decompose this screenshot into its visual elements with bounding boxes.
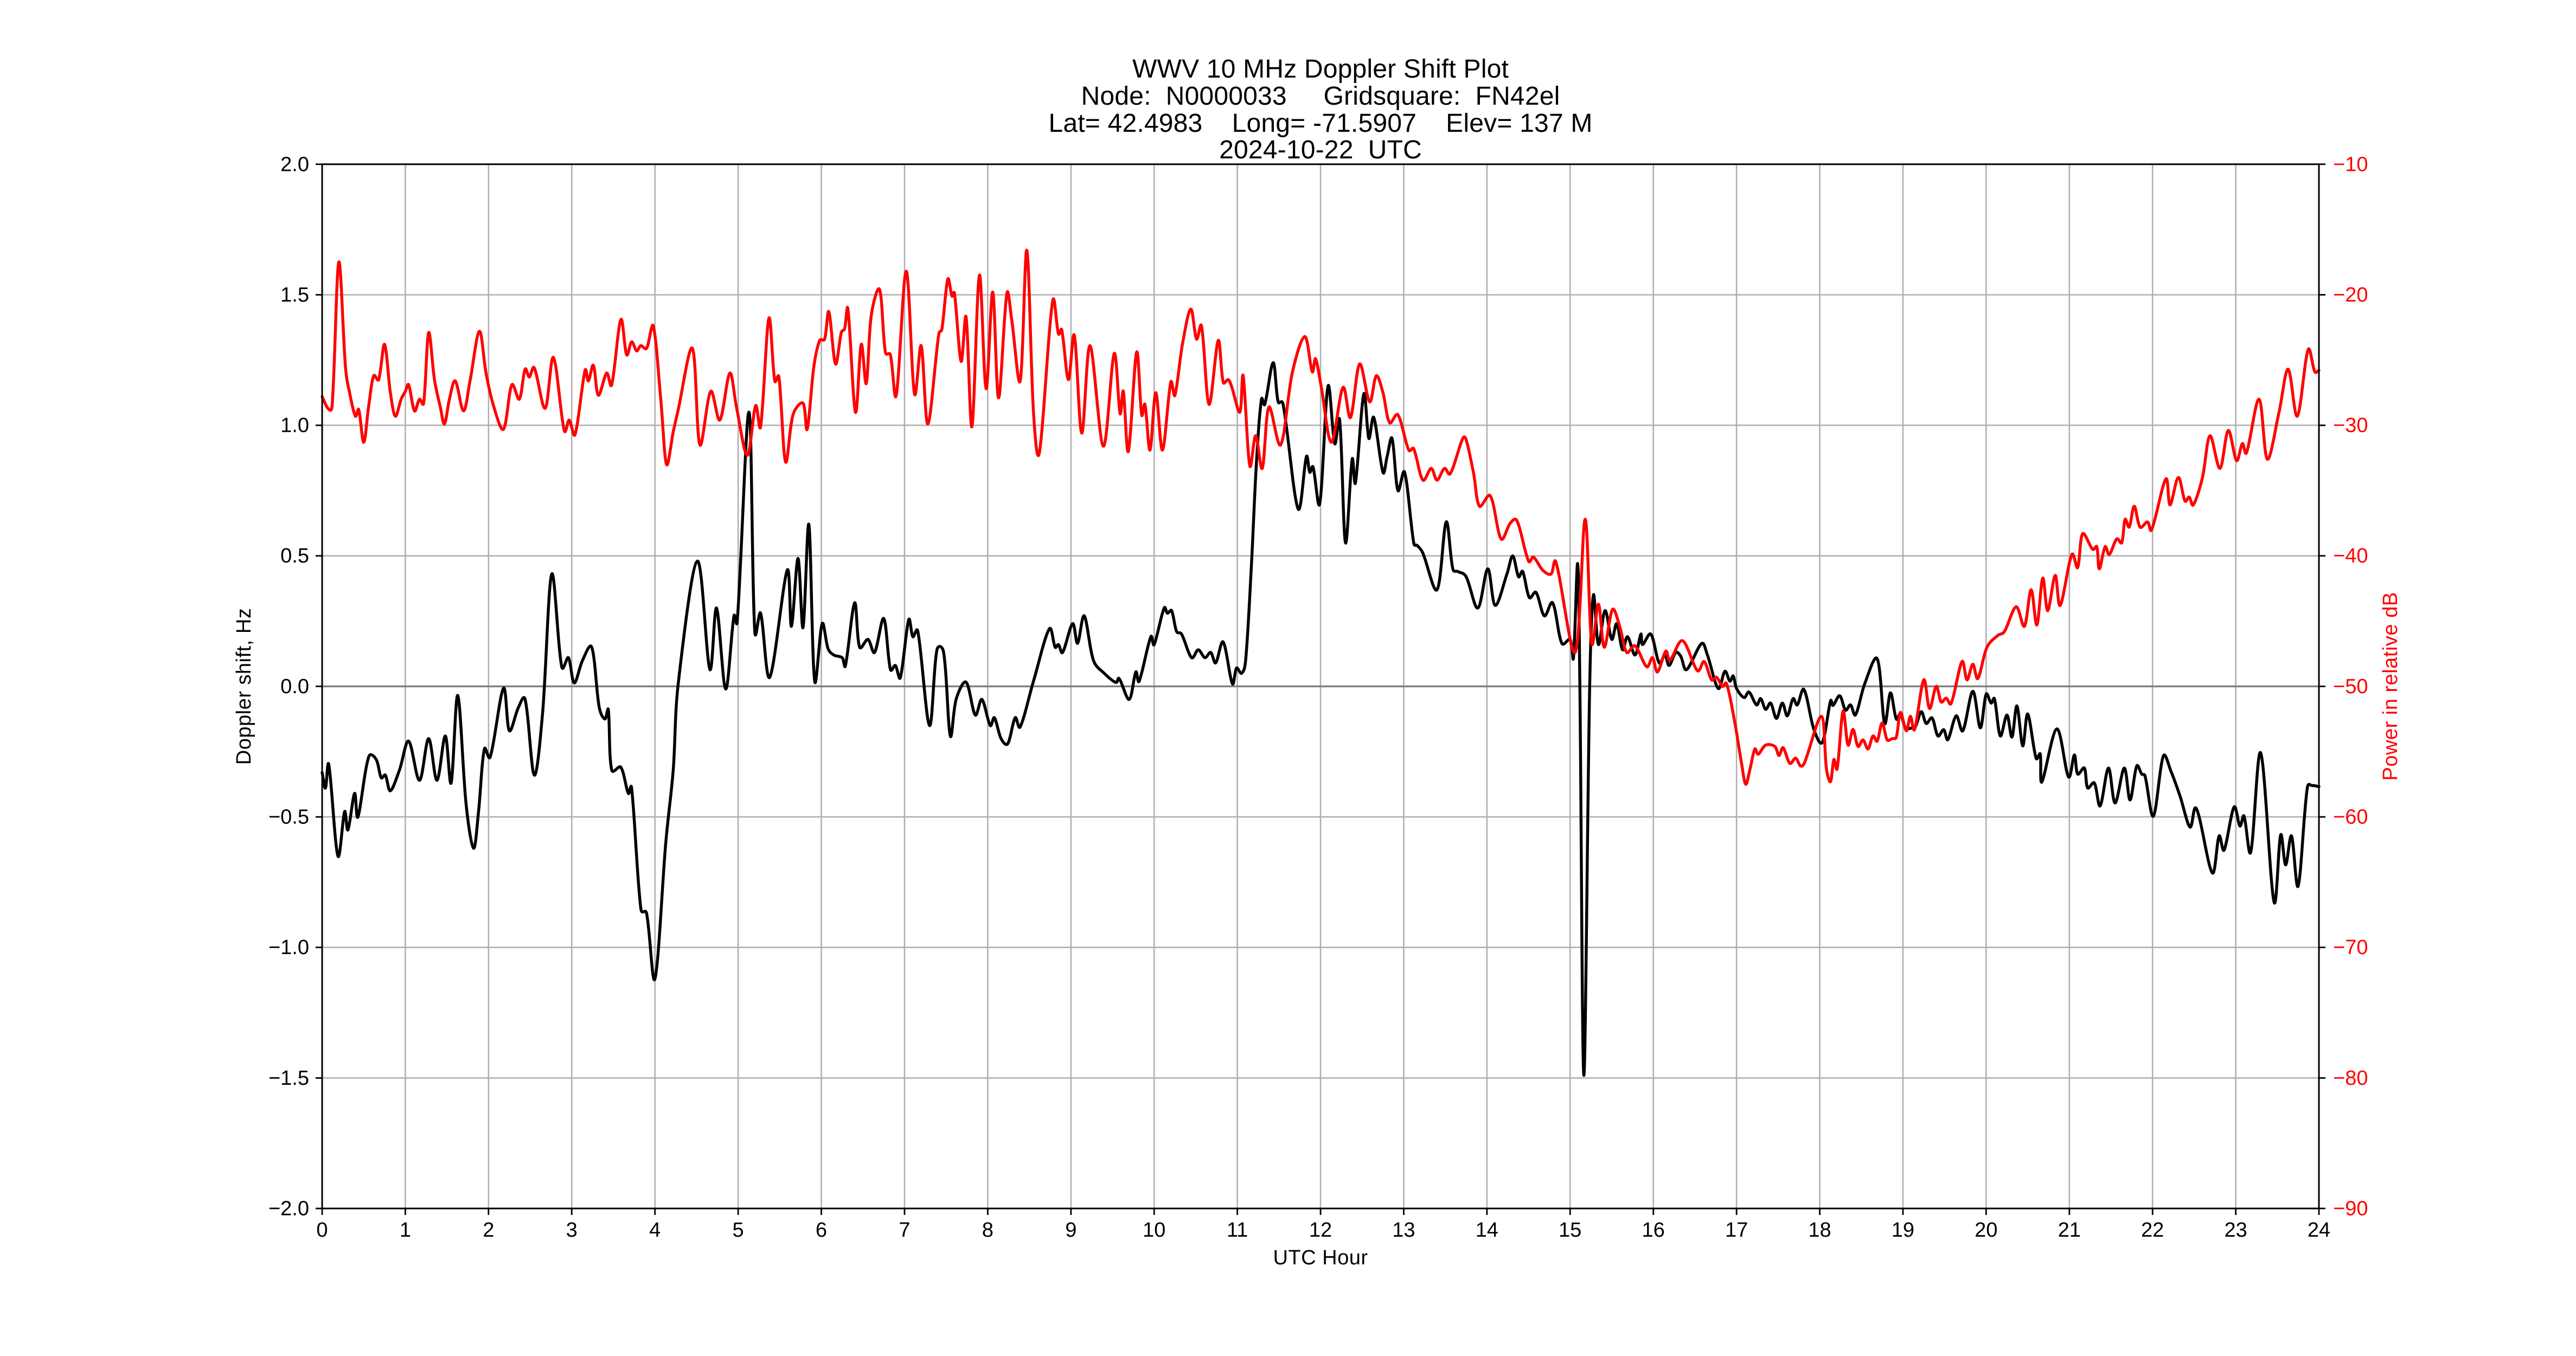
svg-text:2.0: 2.0 xyxy=(280,153,309,176)
svg-text:22: 22 xyxy=(2141,1219,2164,1242)
svg-text:9: 9 xyxy=(1065,1219,1076,1242)
svg-text:6: 6 xyxy=(816,1219,827,1242)
svg-text:24: 24 xyxy=(2308,1219,2330,1242)
svg-text:Lat= 42.4983 Long= -71.5907: Lat= 42.4983 Long= -71.5907 Elev= 137 M xyxy=(1048,109,1592,138)
svg-text:16: 16 xyxy=(1642,1219,1665,1242)
svg-text:15: 15 xyxy=(1559,1219,1581,1242)
svg-text:−80: −80 xyxy=(2333,1067,2368,1090)
svg-text:1.0: 1.0 xyxy=(280,414,309,437)
svg-text:1: 1 xyxy=(400,1219,411,1242)
svg-text:0: 0 xyxy=(316,1219,328,1242)
svg-text:19: 19 xyxy=(1892,1219,1914,1242)
svg-text:2: 2 xyxy=(483,1219,494,1242)
svg-text:20: 20 xyxy=(1975,1219,1997,1242)
svg-text:Doppler shift, Hz: Doppler shift, Hz xyxy=(233,608,255,765)
svg-text:13: 13 xyxy=(1392,1219,1415,1242)
svg-text:14: 14 xyxy=(1476,1219,1498,1242)
svg-text:0.5: 0.5 xyxy=(280,545,309,567)
svg-text:−90: −90 xyxy=(2333,1198,2368,1220)
svg-text:−70: −70 xyxy=(2333,936,2368,959)
svg-text:10: 10 xyxy=(1143,1219,1165,1242)
svg-text:0.0: 0.0 xyxy=(280,675,309,698)
svg-text:−10: −10 xyxy=(2333,153,2368,176)
svg-text:11: 11 xyxy=(1227,1219,1248,1242)
svg-text:−20: −20 xyxy=(2333,284,2368,306)
svg-text:18: 18 xyxy=(1808,1219,1831,1242)
svg-text:Power in relative dB: Power in relative dB xyxy=(2379,592,2402,781)
svg-text:−50: −50 xyxy=(2333,675,2368,698)
svg-text:17: 17 xyxy=(1725,1219,1748,1242)
svg-text:Node: N0000033 Gridsquare: Node: N0000033 Gridsquare: FN42el xyxy=(1081,82,1560,111)
svg-text:21: 21 xyxy=(2058,1219,2081,1242)
svg-text:WWV 10 MHz Doppler Shift Plot: WWV 10 MHz Doppler Shift Plot xyxy=(1132,55,1509,84)
svg-text:23: 23 xyxy=(2224,1219,2247,1242)
svg-text:−1.5: −1.5 xyxy=(268,1067,309,1090)
svg-text:−60: −60 xyxy=(2333,806,2368,829)
svg-text:−1.0: −1.0 xyxy=(268,936,309,959)
svg-text:−2.0: −2.0 xyxy=(268,1198,309,1220)
svg-text:4: 4 xyxy=(649,1219,661,1242)
svg-text:7: 7 xyxy=(899,1219,910,1242)
svg-text:UTC Hour: UTC Hour xyxy=(1273,1246,1368,1269)
svg-text:1.5: 1.5 xyxy=(280,284,309,306)
svg-text:5: 5 xyxy=(733,1219,744,1242)
svg-text:12: 12 xyxy=(1309,1219,1332,1242)
svg-text:3: 3 xyxy=(566,1219,578,1242)
svg-text:−30: −30 xyxy=(2333,414,2368,437)
svg-text:−0.5: −0.5 xyxy=(268,806,309,829)
svg-text:−40: −40 xyxy=(2333,545,2368,567)
svg-text:8: 8 xyxy=(982,1219,994,1242)
svg-text:2024-10-22 UTC: 2024-10-22 UTC xyxy=(1219,136,1422,164)
